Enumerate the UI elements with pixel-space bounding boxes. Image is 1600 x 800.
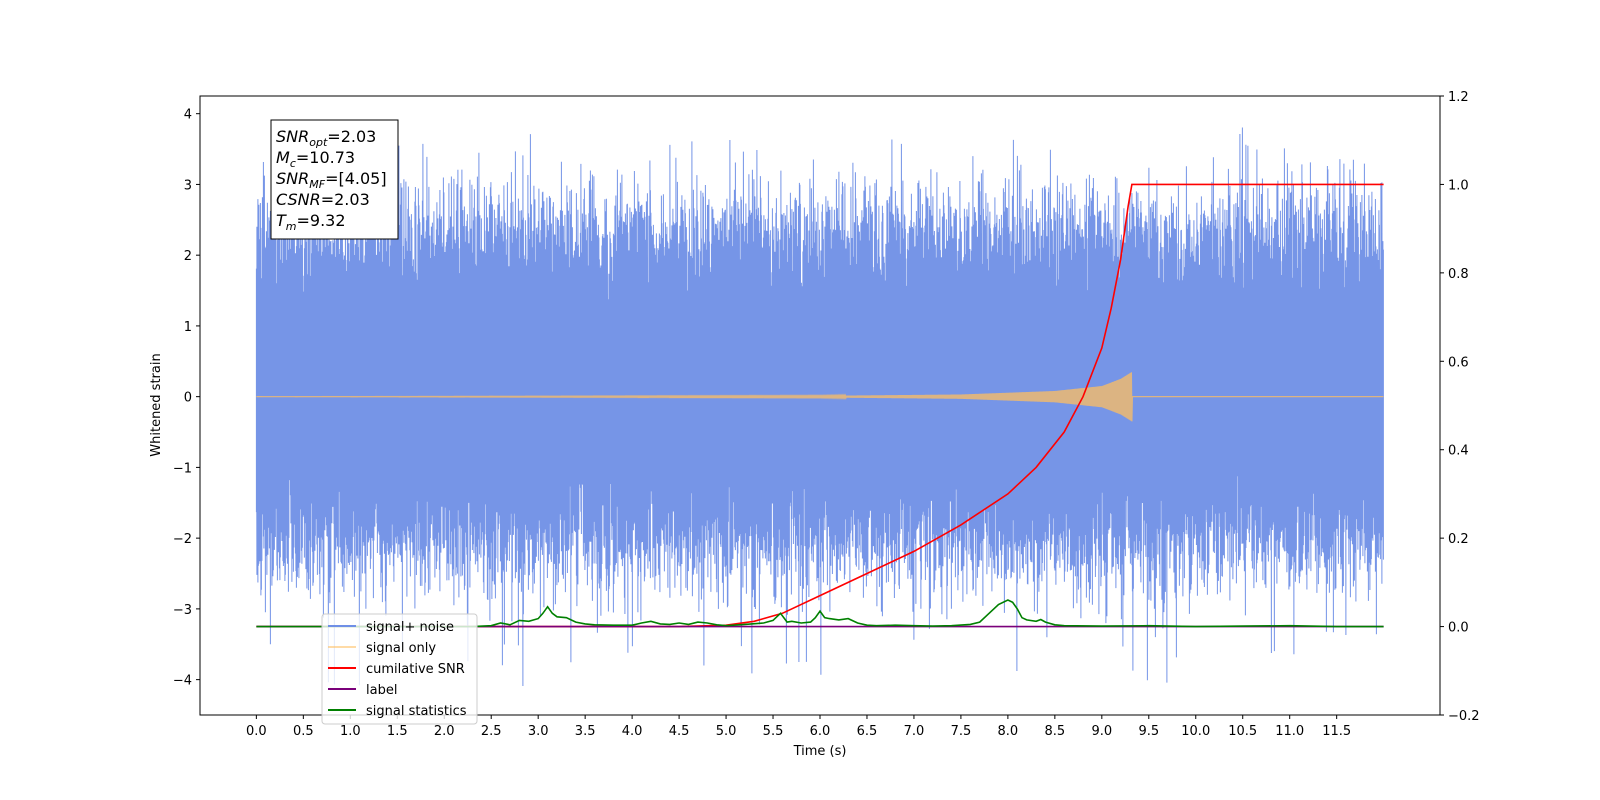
x-tick-label: 1.5 [387, 724, 408, 739]
series-line-signal-only [256, 372, 1384, 422]
legend-label: cumilative SNR [366, 662, 465, 677]
x-axis-label: Time (s) [793, 744, 847, 759]
annotation-line: Tm=9.32 [276, 211, 346, 233]
y2-tick-label: 0.8 [1448, 267, 1469, 282]
y2-tick-label: −0.2 [1448, 709, 1480, 724]
y2-tick-label: 0.4 [1448, 444, 1469, 459]
legend-label: label [366, 683, 397, 698]
x-tick-label: 10.5 [1228, 724, 1257, 739]
x-tick-label: 3.0 [528, 724, 549, 739]
y-tick-label: 1 [184, 320, 192, 335]
x-tick-label: 4.5 [669, 724, 690, 739]
x-tick-label: 0.0 [246, 724, 267, 739]
y2-tick-label: 1.2 [1448, 90, 1469, 105]
x-tick-label: 0.5 [293, 724, 314, 739]
annotation-line: Mc=10.73 [276, 148, 355, 170]
x-tick-label: 5.0 [716, 724, 737, 739]
y-tick-label: 2 [184, 249, 192, 264]
y2-tick-label: 0.6 [1448, 355, 1469, 370]
x-tick-label: 3.5 [575, 724, 596, 739]
y-tick-label: 3 [184, 178, 192, 193]
y-tick-label: −2 [173, 532, 192, 547]
x-tick-label: 9.5 [1138, 724, 1159, 739]
x-tick-label: 8.5 [1045, 724, 1066, 739]
x-tick-label: 5.5 [763, 724, 784, 739]
annotation-line: SNRopt=2.03 [276, 127, 376, 149]
x-tick-label: 11.0 [1275, 724, 1304, 739]
x-tick-label: 1.0 [340, 724, 361, 739]
annotation-line: CSNR=2.03 [276, 190, 370, 209]
y-tick-label: −4 [173, 674, 192, 689]
y-axis-label: Whitened strain [149, 353, 164, 456]
x-tick-label: 2.5 [481, 724, 502, 739]
y2-tick-label: 0.0 [1448, 621, 1469, 636]
legend: signal+ noise signal only cumilative SNR la… [321, 613, 478, 725]
y2-tick-label: 0.2 [1448, 532, 1469, 547]
series-line-signal-plus-noise [255, 125, 1384, 687]
legend-frame [321, 613, 478, 725]
x-tick-label: 9.0 [1091, 724, 1112, 739]
annotation-frame [270, 119, 399, 240]
series-line-cumilative-snr [256, 183, 1384, 628]
x-tick-label: 6.5 [857, 724, 878, 739]
plot-area [255, 125, 1384, 687]
x-tick-label: 2.0 [434, 724, 455, 739]
annotation-line: SNRMF=[4.05] [276, 169, 387, 191]
annotation-box: SNRopt=2.03Mc=10.73SNRMF=[4.05]CSNR=2.03… [270, 119, 399, 240]
x-tick-label: 7.5 [951, 724, 972, 739]
x-tick-label: 8.0 [998, 724, 1019, 739]
legend-label: signal only [366, 641, 436, 656]
x-tick-label: 6.0 [810, 724, 831, 739]
y-tick-label: 0 [184, 391, 192, 406]
x-tick-label: 4.0 [622, 724, 643, 739]
y-tick-label: −1 [173, 461, 192, 476]
y2-tick-label: 1.0 [1448, 178, 1469, 193]
legend-label: signal statistics [366, 704, 467, 719]
x-tick-label: 7.0 [904, 724, 925, 739]
series-line-signal-statistics [256, 599, 1384, 628]
x-tick-label: 10.0 [1181, 724, 1210, 739]
axis-ticks: 0.0 0.5 1.0 1.5 2.0 2.5 3.0 3.5 4.0 4.5 5.0 5.5 6.0 6… [173, 90, 1480, 739]
legend-label: signal+ noise [366, 620, 454, 635]
x-tick-label: 11.5 [1322, 724, 1351, 739]
y-tick-label: −3 [173, 603, 192, 618]
y-tick-label: 4 [184, 108, 192, 123]
